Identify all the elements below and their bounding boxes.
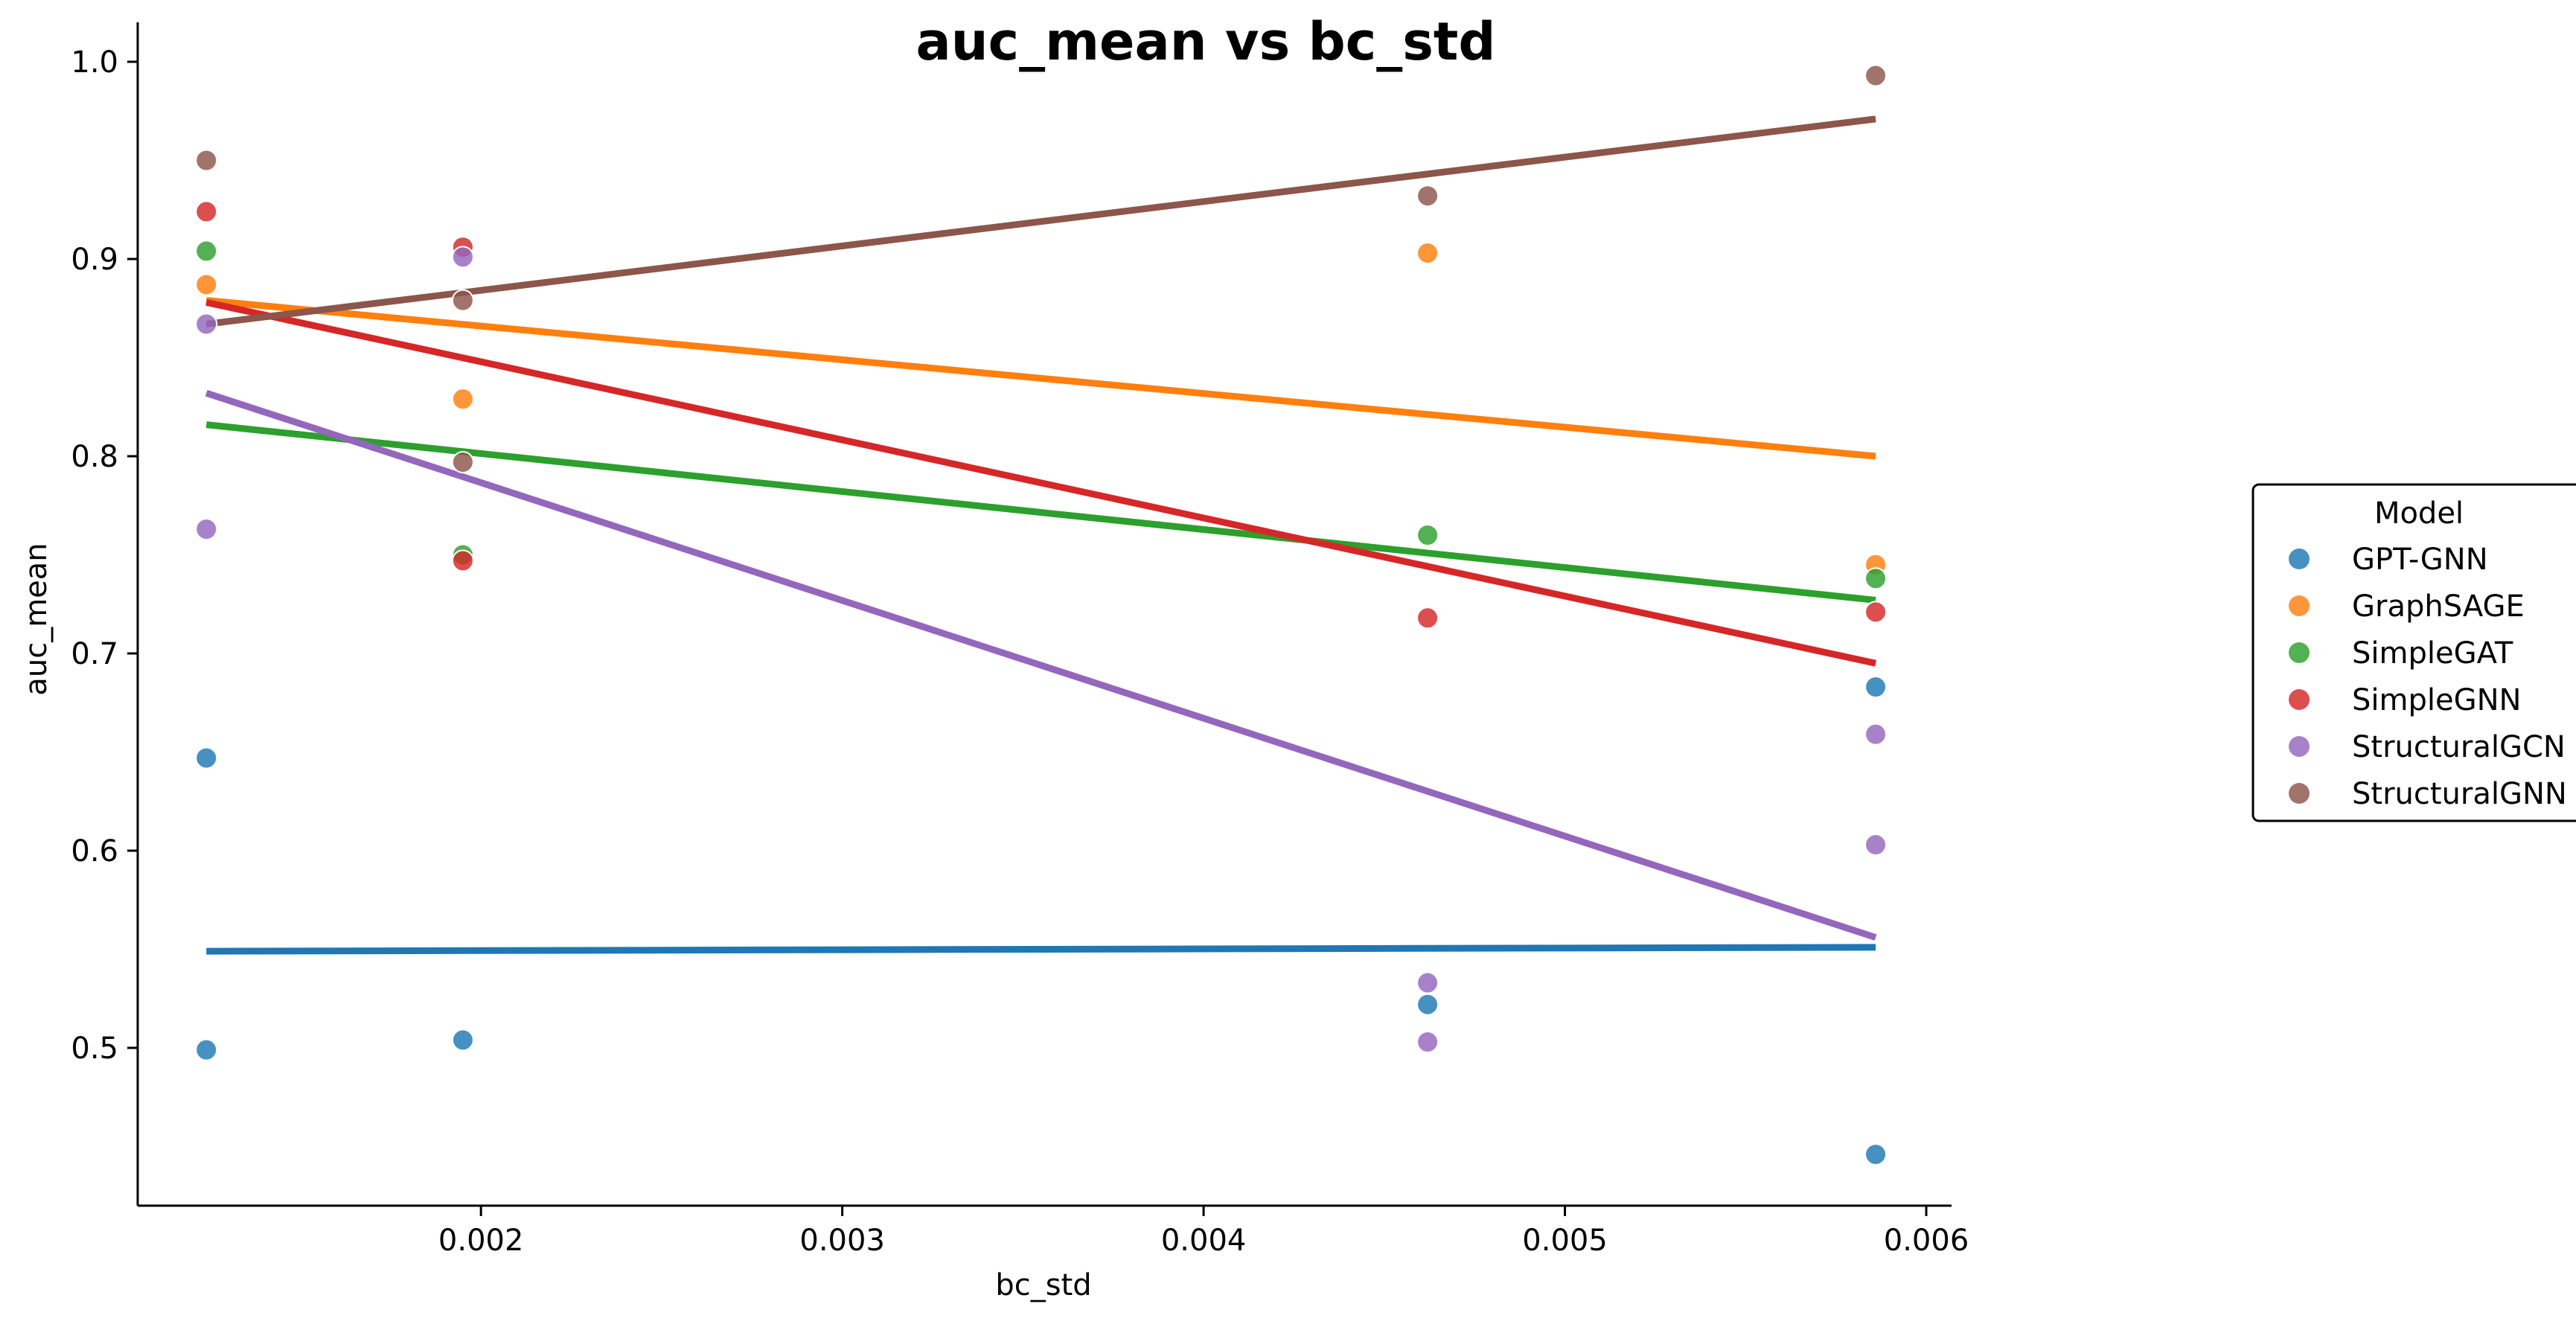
point-gpt-gnn <box>196 747 217 768</box>
y-tick-label: 0.6 <box>71 834 118 869</box>
point-gpt-gnn <box>1865 677 1886 697</box>
point-structuralgcn <box>1865 834 1886 855</box>
trend-line-gpt-gnn <box>206 947 1876 951</box>
legend-label: SimpleGNN <box>2352 683 2521 717</box>
y-tick-label: 0.9 <box>71 243 118 277</box>
point-simplegnn <box>1865 601 1886 622</box>
y-tick-label: 0.8 <box>71 440 118 474</box>
trend-line-structuralgcn <box>206 393 1876 937</box>
x-tick-label: 0.002 <box>438 1224 524 1258</box>
data-points <box>196 65 1886 1165</box>
point-structuralgcn <box>1417 973 1438 994</box>
point-structuralgnn <box>453 290 473 311</box>
chart-title-group: auc_mean vs bc_std <box>916 11 1496 72</box>
point-simplegnn <box>196 201 217 222</box>
point-simplegat <box>1865 568 1886 589</box>
axis-labels: bc_std auc_mean <box>19 543 1092 1302</box>
point-simplegat <box>1417 525 1438 546</box>
point-gpt-gnn <box>1417 994 1438 1015</box>
chart-title: auc_mean vs bc_std <box>916 11 1496 72</box>
trend-line-simplegnn <box>206 302 1876 663</box>
y-tick-label: 0.5 <box>71 1032 118 1066</box>
axes: 0.002 0.003 0.004 0.005 0.006 0.5 0.6 0.7 0.8 0.9… <box>71 22 1969 1258</box>
legend-label: GraphSAGE <box>2352 589 2525 624</box>
legend-marker-structuralgnn <box>2289 783 2310 804</box>
legend-marker-gpt-gnn <box>2289 549 2310 569</box>
point-gpt-gnn <box>1865 1144 1886 1165</box>
legend-marker-simplegat <box>2289 642 2310 663</box>
point-structuralgcn <box>196 519 217 540</box>
legend-label: GPT-GNN <box>2352 543 2488 577</box>
legend-marker-graphsage <box>2289 595 2310 616</box>
trend-line-simplegat <box>206 425 1876 601</box>
legend: Model GPT-GNN GraphSAGE SimpleGAT SimpleGNN… <box>2253 484 2576 821</box>
point-structuralgcn <box>196 313 217 334</box>
point-structuralgnn <box>1417 185 1438 206</box>
point-gpt-gnn <box>196 1040 217 1061</box>
point-structuralgnn <box>1865 65 1886 86</box>
x-tick-label: 0.004 <box>1161 1224 1247 1258</box>
point-simplegnn <box>1417 607 1438 628</box>
point-simplegnn <box>453 550 473 571</box>
x-tick-label: 0.006 <box>1884 1224 1969 1258</box>
x-tick-label: 0.005 <box>1522 1224 1608 1258</box>
y-axis-label: auc_mean <box>19 543 54 695</box>
point-structuralgnn <box>196 150 217 171</box>
legend-label: StructuralGNN <box>2352 777 2567 811</box>
trend-line-graphsage <box>206 301 1876 456</box>
point-graphsage <box>1417 243 1438 263</box>
point-gpt-gnn <box>453 1029 473 1050</box>
y-tick-label: 1.0 <box>71 45 118 80</box>
legend-title: Model <box>2374 496 2464 531</box>
point-graphsage <box>196 274 217 295</box>
point-structuralgnn <box>453 452 473 473</box>
legend-marker-structuralgcn <box>2289 736 2310 757</box>
y-tick-label: 0.7 <box>71 637 118 671</box>
point-structuralgcn <box>1865 724 1886 745</box>
point-structuralgcn <box>453 246 473 267</box>
x-tick-label: 0.003 <box>799 1224 885 1258</box>
point-structuralgcn <box>1417 1032 1438 1052</box>
x-axis-label: bc_std <box>995 1268 1091 1302</box>
legend-marker-simplegnn <box>2289 689 2310 710</box>
legend-label: StructuralGCN <box>2352 730 2566 764</box>
legend-label: SimpleGAT <box>2352 636 2513 671</box>
point-simplegat <box>196 240 217 261</box>
point-graphsage <box>453 388 473 409</box>
